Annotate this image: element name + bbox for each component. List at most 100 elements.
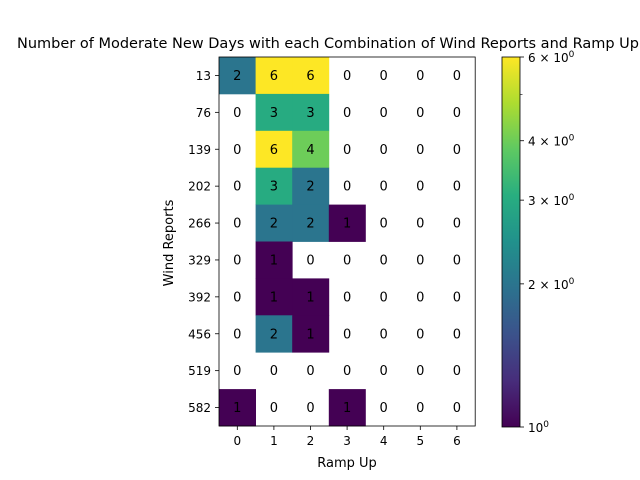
cell-value-label: 0 bbox=[416, 69, 424, 84]
cell-value-label: 0 bbox=[306, 253, 314, 268]
cell-value-label: 0 bbox=[380, 217, 388, 232]
cell-value-label: 0 bbox=[453, 143, 461, 158]
y-tick-label: 456 bbox=[188, 327, 211, 341]
cell-value-label: 0 bbox=[380, 253, 388, 268]
y-tick-label: 139 bbox=[188, 143, 211, 157]
cell-value-label: 0 bbox=[416, 401, 424, 416]
y-tick-label: 582 bbox=[188, 401, 211, 415]
cell-value-label: 1 bbox=[306, 327, 314, 342]
y-tick-label: 76 bbox=[196, 106, 211, 120]
heatmap-cell bbox=[255, 204, 293, 242]
cell-value-label: 0 bbox=[233, 327, 241, 342]
cell-value-label: 0 bbox=[270, 401, 278, 416]
cell-value-label: 0 bbox=[380, 401, 388, 416]
heatmap-cell bbox=[292, 57, 330, 95]
x-axis: 0 1 2 3 4 5 6 bbox=[233, 426, 461, 448]
cell-value-label: 0 bbox=[453, 364, 461, 379]
cell-value-label: 0 bbox=[233, 253, 241, 268]
y-tick-label: 519 bbox=[188, 364, 211, 378]
cell-value-label: 0 bbox=[380, 69, 388, 84]
heatmap-cell bbox=[292, 93, 330, 132]
colorbar-tick-label: 6 × 100 bbox=[528, 50, 575, 65]
y-tick-label: 202 bbox=[188, 180, 211, 194]
cell-value-label: 0 bbox=[270, 364, 278, 379]
colorbar-tick-label: 4 × 100 bbox=[528, 134, 575, 149]
heatmap-cell bbox=[255, 315, 293, 353]
cell-value-label: 3 bbox=[270, 106, 278, 121]
cell-value-label: 0 bbox=[233, 364, 241, 379]
heatmap-cell bbox=[292, 204, 330, 242]
heatmap-cell bbox=[328, 389, 366, 427]
cell-value-label: 0 bbox=[416, 290, 424, 305]
cell-value-labels: 2 6 6 0 0 0 0 0 3 3 0 0 0 0 0 6 4 0 0 0 0 0 3 2 0 0 0 0 0 2 2 1 0 0 0 0 1 0 0 0… bbox=[233, 69, 461, 416]
colorbar-tick-label: 2 × 100 bbox=[528, 277, 575, 292]
cell-value-label: 0 bbox=[380, 290, 388, 305]
y-axis-label: Wind Reports bbox=[162, 199, 177, 286]
x-tick-label: 2 bbox=[307, 434, 315, 448]
y-tick-label: 329 bbox=[188, 253, 211, 267]
cell-value-label: 6 bbox=[270, 143, 278, 158]
cell-value-label: 0 bbox=[343, 69, 351, 84]
cell-value-label: 2 bbox=[306, 180, 314, 195]
cell-value-label: 0 bbox=[343, 106, 351, 121]
x-tick-label: 1 bbox=[270, 434, 278, 448]
chart-title: Number of Moderate New Days with each Co… bbox=[17, 36, 639, 52]
cell-value-label: 0 bbox=[380, 106, 388, 121]
heatmap-cells bbox=[219, 57, 366, 427]
cell-value-label: 0 bbox=[453, 180, 461, 195]
cell-value-label: 2 bbox=[270, 327, 278, 342]
cell-value-label: 4 bbox=[306, 143, 314, 158]
cell-value-label: 0 bbox=[416, 180, 424, 195]
heatmap-cell bbox=[328, 204, 366, 242]
cell-value-label: 0 bbox=[233, 290, 241, 305]
cell-value-label: 6 bbox=[306, 69, 314, 84]
heatmap-cell bbox=[255, 241, 293, 279]
heatmap-cell bbox=[255, 130, 293, 169]
cell-value-label: 0 bbox=[233, 217, 241, 232]
cell-value-label: 0 bbox=[453, 217, 461, 232]
heatmap-cell bbox=[292, 130, 330, 169]
cell-value-label: 0 bbox=[343, 364, 351, 379]
colorbar-tick-label: 3 × 100 bbox=[528, 193, 575, 208]
cell-value-label: 1 bbox=[270, 290, 278, 305]
cell-value-label: 0 bbox=[343, 143, 351, 158]
cell-value-label: 0 bbox=[416, 364, 424, 379]
cell-value-label: 0 bbox=[233, 180, 241, 195]
cell-value-label: 0 bbox=[233, 106, 241, 121]
cell-value-label: 6 bbox=[270, 69, 278, 84]
y-tick-label: 392 bbox=[188, 290, 211, 304]
heatmap-cell bbox=[255, 278, 293, 316]
cell-value-label: 0 bbox=[233, 143, 241, 158]
cell-value-label: 1 bbox=[270, 253, 278, 268]
x-tick-label: 6 bbox=[453, 434, 461, 448]
heatmap-cell bbox=[255, 57, 293, 95]
cell-value-label: 0 bbox=[453, 253, 461, 268]
cell-value-label: 2 bbox=[233, 69, 241, 84]
cell-value-label: 0 bbox=[343, 180, 351, 195]
heatmap-cell bbox=[292, 315, 330, 353]
cell-value-label: 0 bbox=[416, 106, 424, 121]
cell-value-label: 0 bbox=[343, 327, 351, 342]
cell-value-label: 2 bbox=[306, 217, 314, 232]
cell-value-label: 1 bbox=[233, 401, 241, 416]
cell-value-label: 0 bbox=[343, 253, 351, 268]
cell-value-label: 0 bbox=[380, 143, 388, 158]
cell-value-label: 0 bbox=[380, 180, 388, 195]
cell-value-label: 0 bbox=[453, 69, 461, 84]
x-tick-label: 3 bbox=[343, 434, 351, 448]
heatmap-cell bbox=[255, 167, 293, 205]
cell-value-label: 1 bbox=[343, 401, 351, 416]
cell-value-label: 3 bbox=[306, 106, 314, 121]
y-tick-label: 266 bbox=[188, 217, 211, 231]
cell-value-label: 3 bbox=[270, 180, 278, 195]
colorbar-tick-label: 100 bbox=[528, 420, 549, 435]
cell-value-label: 0 bbox=[453, 401, 461, 416]
x-tick-label: 4 bbox=[380, 434, 388, 448]
heatmap-cell bbox=[292, 167, 330, 205]
cell-value-label: 2 bbox=[270, 217, 278, 232]
x-tick-label: 0 bbox=[233, 434, 241, 448]
cell-value-label: 0 bbox=[416, 217, 424, 232]
heatmap-cell bbox=[219, 389, 256, 427]
heatmap-cell bbox=[255, 93, 293, 132]
